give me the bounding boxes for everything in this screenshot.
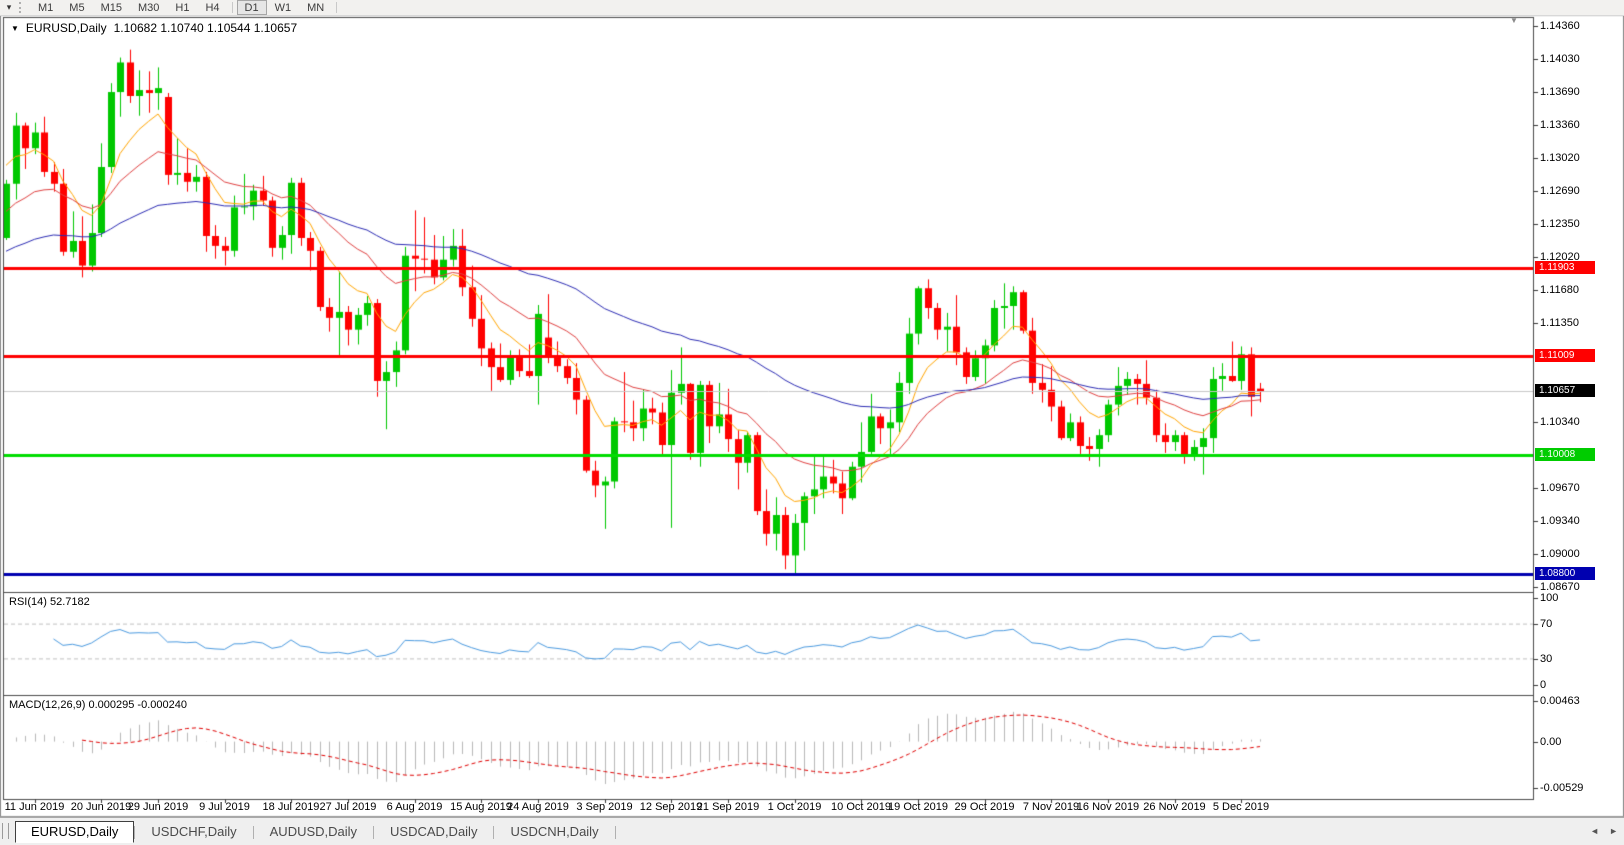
- price-tick-label: 1.11680: [1540, 284, 1579, 297]
- date-tick-label: 24 Aug 2019: [507, 801, 569, 813]
- price-tick-label: 1.08670: [1540, 581, 1580, 593]
- tab-bar-grip[interactable]: [2, 823, 9, 839]
- date-tick-label: 16 Nov 2019: [1076, 801, 1140, 813]
- chart-title-dropdown-icon[interactable]: ▼: [11, 23, 19, 33]
- timeframe-button-m30[interactable]: M30: [137, 2, 160, 14]
- rsi-tick-label: 30: [1540, 652, 1553, 665]
- tab-usdcnh[interactable]: USDCNH,Daily: [510, 824, 599, 839]
- timeframe-button-m5[interactable]: M5: [69, 2, 85, 14]
- price-tick-label: 1.12020: [1540, 250, 1580, 263]
- symbol-tab-bar: EURUSD,Daily USDCHF,Daily AUDUSD,Daily USDC…: [0, 817, 1624, 845]
- date-tick-label: 29 Oct 2019: [954, 801, 1015, 813]
- toolbar-dropdown-icon[interactable]: ▾: [6, 2, 12, 12]
- price-flag: 1.11009: [1535, 349, 1595, 363]
- date-tick-label: 29 Jun 2019: [127, 801, 189, 813]
- rsi-tick-label: 0: [1540, 679, 1547, 691]
- date-tick-label: 10 Oct 2019: [831, 801, 891, 813]
- date-tick-label: 6 Aug 2019: [386, 801, 443, 813]
- date-tick-label: 20 Jun 2019: [70, 801, 132, 813]
- date-tick-label: 15 Aug 2019: [450, 801, 512, 813]
- toolbar-separator: [231, 2, 233, 13]
- chart-ohlc-values: 1.10682 1.10740 1.10544 1.10657: [113, 21, 298, 35]
- date-tick-label: 18 Jul 2019: [262, 801, 320, 813]
- date-tick-label: 11 Jun 2019: [4, 801, 65, 813]
- tab-list: EURUSD,Daily USDCHF,Daily AUDUSD,Daily USDC…: [15, 821, 616, 843]
- macd-tick-label: 0.00463: [1540, 695, 1580, 707]
- toolbar-separator: [336, 2, 338, 13]
- date-tick-label: 1 Oct 2019: [767, 801, 822, 813]
- price-tick-label: 1.13020: [1540, 152, 1580, 165]
- tab-usdchf[interactable]: USDCHF,Daily: [151, 824, 237, 839]
- price-tick-label: 1.12690: [1540, 184, 1580, 197]
- timeframe-button-w1[interactable]: W1: [274, 2, 292, 14]
- date-tick-label: 5 Dec 2019: [1212, 801, 1270, 813]
- macd-tick-label: -0.00529: [1540, 782, 1584, 794]
- timeframe-button-m15[interactable]: M15: [100, 2, 122, 14]
- tab-scroll-left-icon[interactable]: ◄: [1590, 826, 1600, 836]
- timeframe-toolbar: ▾ M1 M5 M15 M30 H1 H4 D1 W1 MN: [0, 0, 1624, 16]
- tab-audusd[interactable]: AUDUSD,Daily: [269, 824, 358, 839]
- timeframe-buttons: M1 M5 M15 M30 H1 H4 D1 W1 MN: [30, 0, 341, 15]
- macd-tick-label: 0.00: [1540, 735, 1562, 748]
- tab-usdcad[interactable]: USDCAD,Daily: [390, 824, 478, 839]
- price-tick-label: 1.09670: [1540, 482, 1580, 495]
- price-tick-label: 1.10340: [1540, 416, 1580, 429]
- price-flag: 1.10657: [1535, 384, 1595, 398]
- date-tick-label: 21 Sep 2019: [696, 801, 760, 813]
- price-tick-label: 1.12350: [1540, 218, 1580, 231]
- tab-divider: [493, 826, 495, 839]
- timeframe-button-m1[interactable]: M1: [38, 2, 54, 14]
- price-flag: 1.10008: [1535, 448, 1595, 462]
- price-flag: 1.08800: [1535, 567, 1595, 581]
- rsi-label: RSI(14) 52.7182: [9, 596, 90, 608]
- toolbar-grip-handle[interactable]: [19, 2, 25, 13]
- price-tick-label: 1.14030: [1540, 52, 1580, 65]
- tab-divider: [134, 826, 136, 839]
- price-tick-label: 1.09000: [1540, 548, 1580, 561]
- date-tick-label: 7 Nov 2019: [1022, 801, 1080, 813]
- rsi-tick-label: 100: [1540, 592, 1559, 604]
- chart-title: ▼ EURUSD,Daily 1.10682 1.10740 1.10544 1…: [11, 21, 297, 35]
- date-tick-label: 19 Oct 2019: [888, 801, 948, 813]
- tab-divider: [614, 826, 616, 839]
- price-tick-label: 1.13360: [1540, 118, 1580, 131]
- timeframe-button-mn[interactable]: MN: [307, 2, 325, 14]
- price-tick-label: 1.13690: [1540, 86, 1580, 99]
- tab-scroll-right-icon[interactable]: ►: [1609, 826, 1618, 836]
- tab-divider: [373, 826, 375, 839]
- date-tick-label: 27 Jul 2019: [319, 801, 377, 813]
- chart-symbol-label: EURUSD,Daily: [25, 21, 107, 35]
- date-tick-label: 12 Sep 2019: [639, 801, 703, 813]
- timeframe-button-d1[interactable]: D1: [236, 0, 267, 15]
- timeframe-button-h1[interactable]: H1: [175, 2, 190, 14]
- tab-eurusd[interactable]: EURUSD,Daily: [15, 821, 135, 843]
- price-tick-label: 1.09340: [1540, 514, 1580, 527]
- price-tick-label: 1.14360: [1540, 20, 1580, 32]
- price-tick-label: 1.11350: [1540, 316, 1579, 329]
- timeframe-button-h4[interactable]: H4: [205, 2, 220, 14]
- rsi-tick-label: 70: [1540, 618, 1553, 631]
- date-tick-label: 9 Jul 2019: [199, 801, 250, 813]
- chart-shift-marker-icon[interactable]: ▼: [1510, 16, 1518, 25]
- tab-scroll-arrows: ◄ ►: [1590, 826, 1618, 836]
- date-tick-label: 3 Sep 2019: [576, 801, 633, 813]
- price-flag: 1.11903: [1535, 261, 1595, 275]
- macd-label: MACD(12,26,9) 0.000295 -0.000240: [9, 699, 187, 711]
- date-tick-label: 26 Nov 2019: [1143, 801, 1206, 813]
- tab-divider: [252, 826, 254, 839]
